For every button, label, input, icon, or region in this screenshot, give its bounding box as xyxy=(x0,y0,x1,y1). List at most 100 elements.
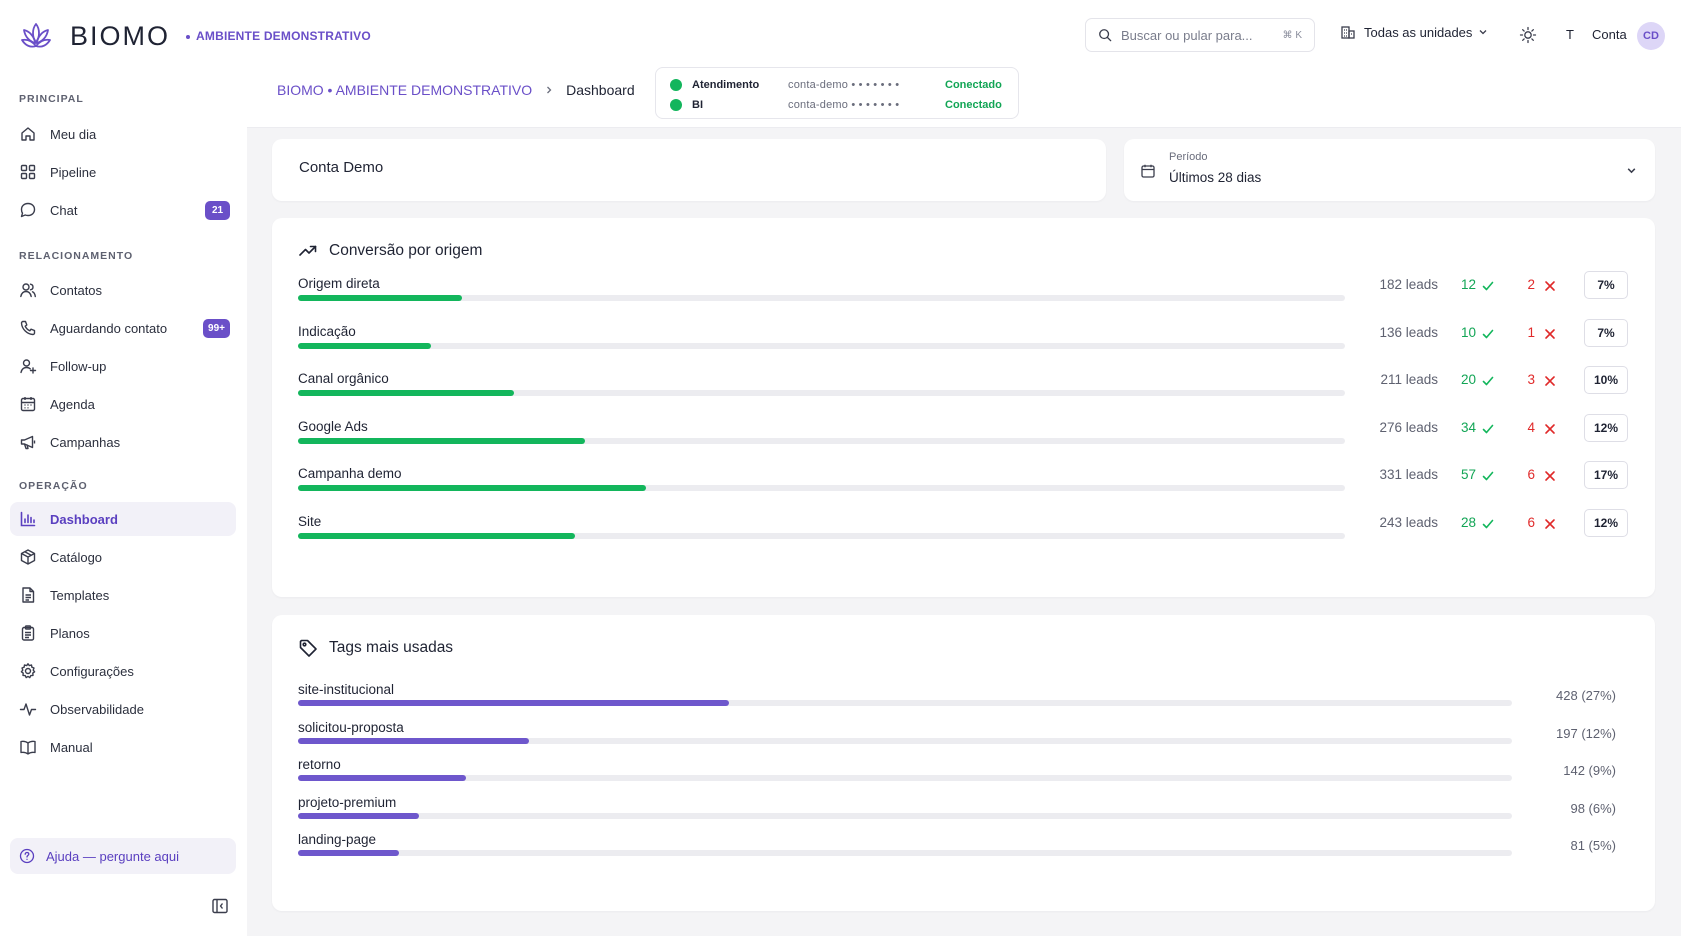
sidebar-item-label: Templates xyxy=(50,587,110,603)
activity-icon xyxy=(19,703,37,716)
lost-count: 6 xyxy=(1527,467,1535,482)
conversion-rate-badge: 12% xyxy=(1584,413,1628,442)
sidebar-item-configuracoes[interactable]: Configurações xyxy=(10,654,236,688)
account-menu[interactable]: Conta xyxy=(1592,27,1627,42)
chevron-down-icon xyxy=(1627,168,1636,174)
account-name: Conta Demo xyxy=(299,159,384,176)
tag-row: projeto-premium 98 (6%) xyxy=(298,795,1632,827)
avatar[interactable]: CD xyxy=(1637,22,1665,50)
tag-progress-fill xyxy=(298,737,529,744)
units-selector[interactable]: Todas as unidades xyxy=(1340,24,1488,40)
tags-title-text: Tags mais usadas xyxy=(329,639,454,656)
sidebar-item-label: Observabilidade xyxy=(50,701,144,717)
account-card: Conta Demo xyxy=(272,139,1106,201)
conversion-rate-badge: 7% xyxy=(1584,271,1628,299)
leads-count: 182 leads xyxy=(1379,277,1438,292)
users-icon xyxy=(20,283,36,298)
conversion-progress-track xyxy=(298,532,1345,539)
sidebar-item-label: Contatos xyxy=(50,282,103,298)
section-title-principal: PRINCIPAL xyxy=(19,93,84,105)
check-icon xyxy=(1482,519,1494,528)
tags-title: Tags mais usadas xyxy=(298,638,453,658)
sidebar-item-templates[interactable]: Templates xyxy=(10,578,236,612)
units-label: Todas as unidades xyxy=(1364,24,1473,40)
tag-row: solicitou-proposta 197 (12%) xyxy=(298,720,1632,752)
waiting-count-badge: 99+ xyxy=(203,319,230,338)
x-icon xyxy=(1545,518,1555,529)
period-selector[interactable]: Período Últimos 28 dias xyxy=(1124,139,1655,201)
t-toggle[interactable]: T xyxy=(1566,27,1574,42)
x-icon xyxy=(1545,281,1555,291)
tag-icon xyxy=(299,639,317,657)
origin-label: Canal orgânico xyxy=(298,371,389,386)
leads-count: 136 leads xyxy=(1379,324,1438,340)
calendar-icon xyxy=(20,397,36,412)
won-count: 20 xyxy=(1460,372,1476,387)
conversion-title-text: Conversão por origem xyxy=(329,242,483,259)
sidebar-item-label: Follow-up xyxy=(50,358,107,374)
won-count: 12 xyxy=(1460,277,1476,292)
lost-count: 4 xyxy=(1527,419,1535,435)
tag-progress-track xyxy=(298,700,1512,706)
sidebar-item-meu-dia[interactable]: Meu dia xyxy=(10,117,236,151)
tag-row: landing-page 81 (5%) xyxy=(298,832,1632,864)
check-icon xyxy=(1482,281,1494,291)
tag-label: landing-page xyxy=(298,832,377,847)
sidebar-item-campanhas[interactable]: Campanhas xyxy=(10,425,236,459)
help-button[interactable]: Ajuda — pergunte aqui xyxy=(10,838,236,874)
sidebar-item-planos[interactable]: Planos xyxy=(10,616,236,650)
megaphone-icon xyxy=(20,435,36,450)
won-count: 10 xyxy=(1460,324,1476,340)
sidebar-item-dashboard[interactable]: Dashboard xyxy=(10,502,236,536)
sidebar-item-catalogo[interactable]: Catálogo xyxy=(10,540,236,574)
brand[interactable]: BIOMO AMBIENTE DEMONSTRATIVO xyxy=(18,18,371,54)
sidebar-item-chat[interactable]: Chat 21 xyxy=(10,193,236,227)
trending-up-icon xyxy=(299,245,317,256)
x-icon xyxy=(1545,376,1555,386)
conversion-title: Conversão por origem xyxy=(298,241,482,261)
chevron-down-icon xyxy=(1479,30,1487,35)
sidebar-item-contatos[interactable]: Contatos xyxy=(10,273,236,307)
sun-icon[interactable] xyxy=(1519,26,1537,44)
tags-card: Tags mais usadas site-institucional 428 (… xyxy=(272,615,1655,911)
origin-label: Site xyxy=(298,513,322,529)
connection-status: Conectado xyxy=(945,79,1002,91)
conversion-rate-badge: 12% xyxy=(1584,508,1628,537)
breadcrumb-bar: BIOMO • AMBIENTE DEMONSTRATIVO Dashboard… xyxy=(247,67,1681,128)
won-count: 57 xyxy=(1460,467,1476,482)
conversion-progress-track xyxy=(298,295,1345,301)
tag-count: 98 (6%) xyxy=(1570,800,1616,816)
period-label: Período xyxy=(1169,151,1208,163)
home-icon xyxy=(21,127,35,141)
won-count: 34 xyxy=(1460,419,1476,435)
sidebar-item-pipeline[interactable]: Pipeline xyxy=(10,155,236,189)
connection-service: Atendimento xyxy=(692,79,760,91)
conversion-row: Campanha demo 331 leads 57 6 17% xyxy=(298,461,1632,502)
check-icon xyxy=(1482,376,1494,386)
conversion-card: Conversão por origem Origem direta 182 le… xyxy=(272,218,1655,597)
breadcrumb-current: Dashboard xyxy=(566,82,635,98)
sidebar-collapse-icon[interactable] xyxy=(211,897,229,915)
origin-label: Campanha demo xyxy=(298,466,402,481)
chat-icon xyxy=(20,202,36,218)
tag-progress-fill xyxy=(298,812,420,819)
brand-name: BIOMO xyxy=(70,20,171,51)
connection-status: Conectado xyxy=(945,99,1002,111)
conversion-progress-fill xyxy=(298,532,576,539)
sidebar-item-label: Manual xyxy=(50,739,93,755)
conversion-progress-track xyxy=(298,485,1345,491)
sidebar-item-agenda[interactable]: Agenda xyxy=(10,387,236,421)
connection-row: BI conta-demo • • • • • • • Conectado xyxy=(670,95,1004,115)
search-shortcut: ⌘ K xyxy=(1282,29,1302,41)
search-box[interactable]: Buscar ou pular para... ⌘ K xyxy=(1085,18,1315,52)
breadcrumb-root-link[interactable]: BIOMO • AMBIENTE DEMONSTRATIVO xyxy=(277,82,533,98)
lost-count: 3 xyxy=(1527,372,1535,387)
sidebar-item-manual[interactable]: Manual xyxy=(10,730,236,764)
connection-row: Atendimento conta-demo • • • • • • • Con… xyxy=(670,75,1004,95)
sidebar-item-aguardando-contato[interactable]: Aguardando contato 99+ xyxy=(10,311,236,345)
x-icon xyxy=(1545,471,1555,481)
lost-count: 6 xyxy=(1527,514,1535,530)
sidebar-item-observabilidade[interactable]: Observabilidade xyxy=(10,692,236,726)
sidebar-item-follow-up[interactable]: Follow-up xyxy=(10,349,236,383)
tag-count: 81 (5%) xyxy=(1570,838,1616,853)
